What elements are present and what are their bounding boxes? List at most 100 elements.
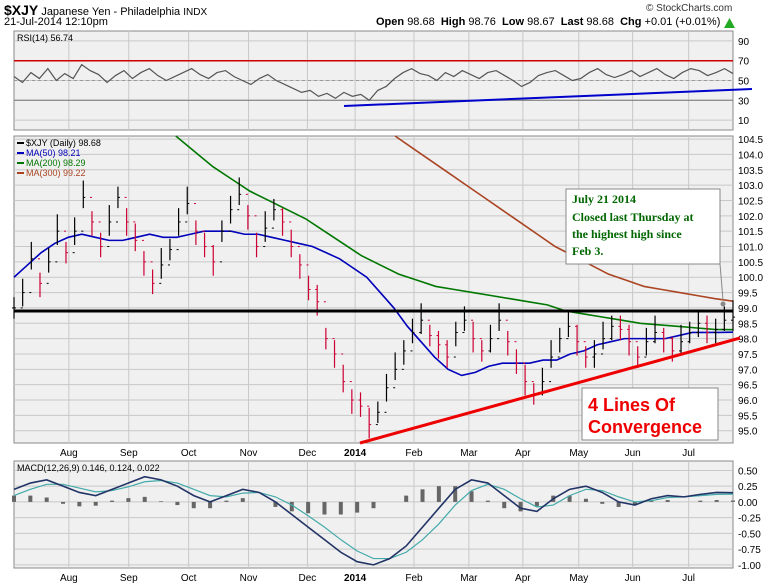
- annotation-box: [565, 188, 721, 265]
- macd-histogram-bar: [306, 501, 311, 514]
- macd-histogram-bar: [240, 498, 245, 502]
- support-trendline: [359, 336, 741, 445]
- macd-tick-label: 0.25: [738, 482, 758, 493]
- macd-histogram-bar: [77, 501, 82, 507]
- symbol: $XJY: [4, 2, 39, 18]
- rsi-line: [13, 63, 734, 102]
- annotation-pointer: [719, 263, 724, 301]
- chart-title: $XJY Japanese Yen - Philadelphia INDX: [4, 2, 207, 18]
- last-label: Last: [560, 16, 584, 28]
- macd-histogram-bar: [208, 501, 213, 509]
- macd-histogram-bar: [731, 500, 735, 502]
- macd-histogram-bar: [404, 495, 409, 502]
- macd-legend: MACD(12,26,9) 0.146, 0.124, 0.022: [17, 463, 160, 473]
- price-tick-label: 97.5: [738, 350, 758, 361]
- price-tick-label: 95.0: [738, 427, 758, 438]
- macd-tick-label: -0.75: [738, 545, 761, 556]
- annotation-line: Feb 3.: [572, 244, 603, 258]
- open-label: Open: [376, 16, 405, 28]
- legend-ma200: MA(200) 98.29: [26, 158, 86, 168]
- last-value: 98.68: [586, 16, 614, 28]
- instrument-name: Japanese Yen - Philadelphia: [41, 6, 181, 18]
- price-tick-label: 104.5: [738, 135, 763, 146]
- price-tick-label: 102.5: [738, 196, 763, 207]
- price-x-label: Jun: [625, 448, 641, 459]
- macd-histogram-bar: [714, 500, 719, 502]
- callout-text: 4 Lines Of: [588, 395, 676, 415]
- macd-line: [13, 475, 734, 566]
- annotation-pointer-dot: [720, 301, 726, 307]
- macd-histogram-bar: [632, 501, 637, 506]
- price-tick-label: 104.0: [738, 150, 763, 161]
- price-tick-label: 100.5: [738, 258, 763, 269]
- macd-histogram-bar: [273, 501, 278, 507]
- macd-tick-label: 0.00: [738, 498, 758, 509]
- price-x-label: Apr: [515, 448, 531, 459]
- watermark: © StockCharts.com: [646, 3, 733, 14]
- macd-histogram-bar: [371, 501, 376, 509]
- price-tick-label: 95.5: [738, 411, 758, 422]
- price-tick-label: 103.0: [738, 181, 763, 192]
- rsi-tick-label: 30: [738, 96, 750, 107]
- macd-histogram-bar: [191, 501, 196, 509]
- ma300-line: [394, 135, 734, 302]
- price-tick-label: 96.5: [738, 381, 758, 392]
- price-x-label: Aug: [60, 448, 78, 459]
- macd-histogram-bar: [616, 501, 621, 507]
- macd-x-label: 2014: [344, 573, 367, 584]
- price-tick-label: 103.5: [738, 166, 763, 177]
- price-x-label: Sep: [120, 448, 138, 459]
- price-x-label: Feb: [405, 448, 423, 459]
- macd-histogram-bar: [453, 486, 458, 502]
- timestamp: 21-Jul-2014 12:10pm: [4, 16, 108, 28]
- price-x-label: 2014: [344, 448, 367, 459]
- chg-label: Chg: [620, 16, 642, 28]
- open-value: 98.68: [407, 16, 435, 28]
- legend-ma50: MA(50) 98.21: [26, 148, 81, 158]
- macd-histogram-bar: [338, 501, 343, 515]
- macd-histogram-bar: [28, 495, 33, 502]
- macd-tick-label: -0.25: [738, 514, 761, 525]
- macd-histogram-bar: [665, 500, 670, 502]
- low-value: 98.67: [527, 16, 555, 28]
- price-tick-label: 98.5: [738, 319, 758, 330]
- price-tick-label: 96.0: [738, 396, 758, 407]
- macd-histogram-bar: [93, 501, 98, 506]
- macd-histogram-bar: [355, 501, 360, 513]
- high-value: 98.76: [468, 16, 496, 28]
- annotation-line: Closed last Thursday at: [572, 210, 693, 224]
- macd-x-label: Dec: [299, 573, 317, 584]
- macd-histogram-bar: [469, 491, 474, 502]
- price-x-label: Dec: [299, 448, 317, 459]
- ma50-line: [13, 230, 734, 377]
- price-tick-label: 99.5: [738, 289, 758, 300]
- rsi-tick-label: 50: [738, 77, 750, 88]
- macd-x-label: Aug: [60, 573, 78, 584]
- macd-histogram-bar: [322, 501, 327, 515]
- macd-histogram-bar: [567, 495, 572, 502]
- macd-histogram-bar: [44, 497, 49, 502]
- macd-panel: [13, 460, 734, 569]
- macd-x-label: Jun: [625, 573, 641, 584]
- price-tick-label: 100.0: [738, 273, 763, 284]
- macd-x-label: Jul: [682, 573, 695, 584]
- macd-tick-label: 0.50: [738, 466, 758, 477]
- rsi-tick-label: 10: [738, 116, 750, 127]
- ohlc-readout: Open 98.68 High 98.76 Low 98.67 Last 98.…: [376, 16, 720, 28]
- macd-x-label: Oct: [181, 573, 197, 584]
- macd-x-label: Sep: [120, 573, 138, 584]
- callout-box: [581, 387, 719, 441]
- macd-x-label: May: [569, 573, 588, 584]
- macd-histogram-bar: [420, 489, 425, 502]
- high-label: High: [440, 16, 466, 28]
- rsi-trendline: [343, 88, 753, 107]
- macd-histogram-bar: [126, 498, 131, 502]
- callout-text: Convergence: [588, 417, 702, 437]
- annotation-line: the highest high since: [572, 227, 682, 241]
- macd-histogram-bar: [518, 501, 523, 512]
- chg-value: +0.01 (+0.01%): [644, 16, 721, 28]
- macd-histogram-bar: [159, 501, 164, 502]
- macd-histogram-bar: [61, 501, 66, 504]
- price-x-label: Mar: [460, 448, 478, 459]
- price-tick-label: 98.0: [738, 335, 758, 346]
